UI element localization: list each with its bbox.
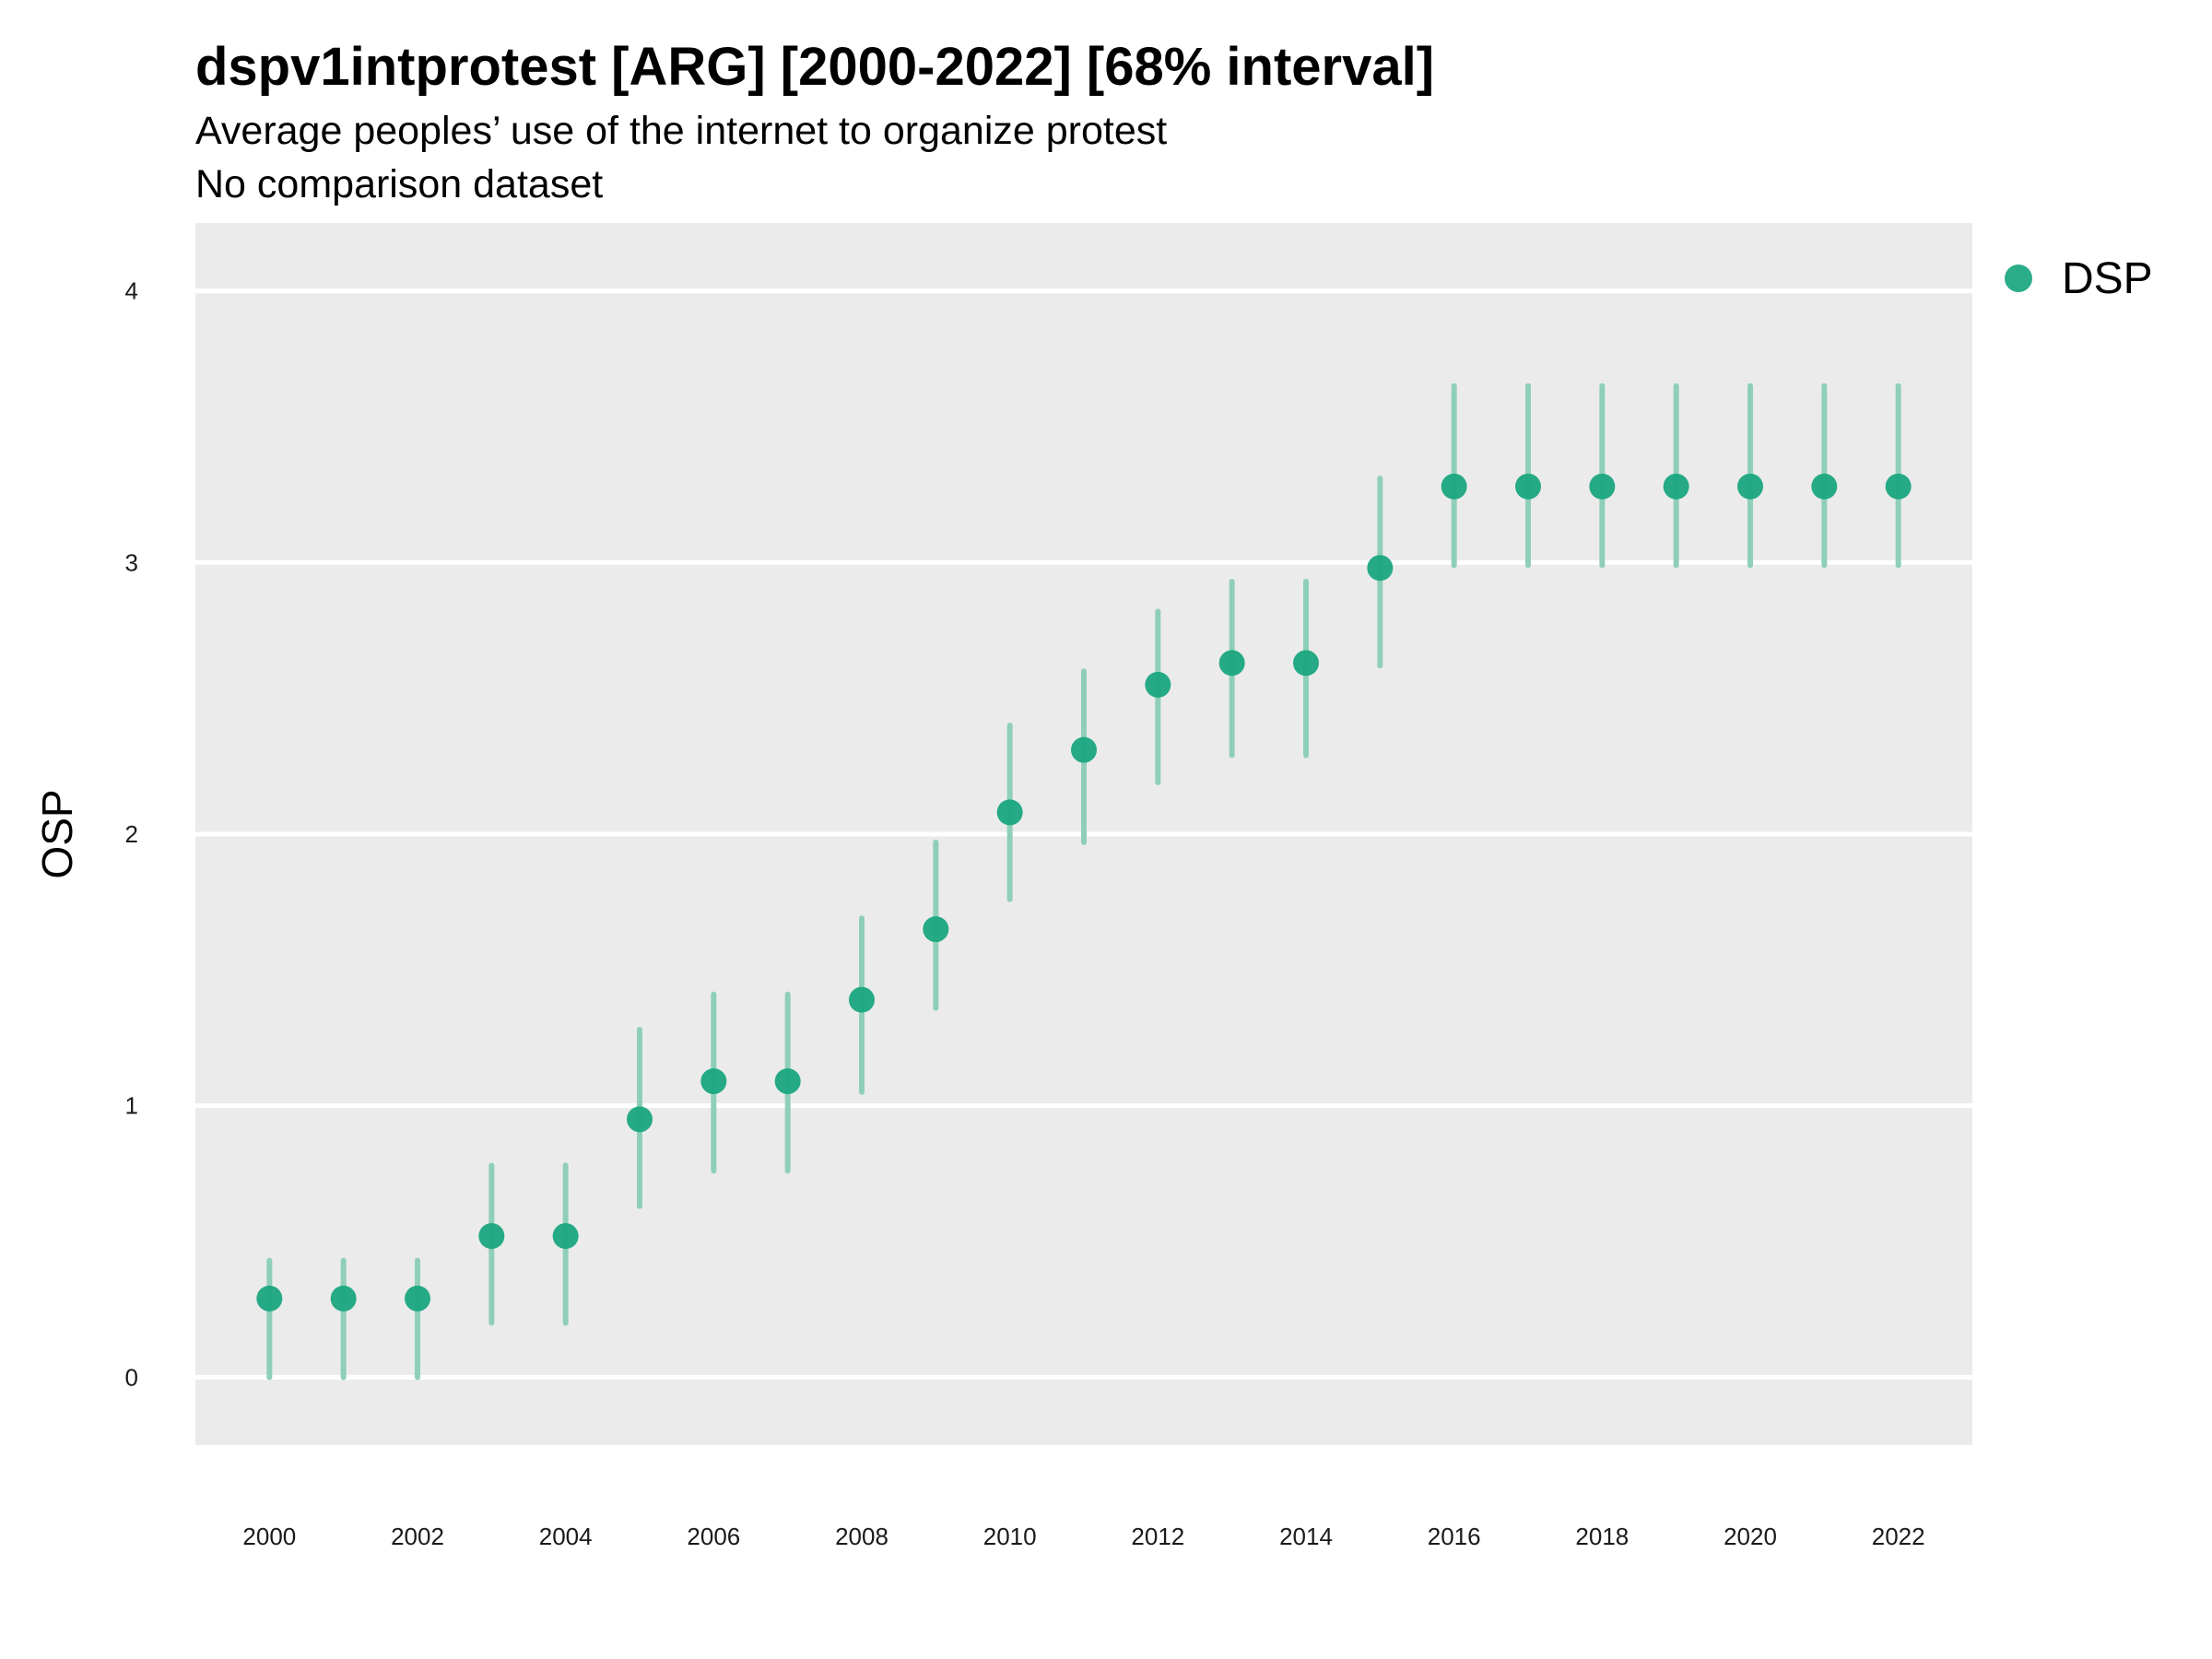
x-tick-label: 2004	[539, 1523, 593, 1550]
data-point-2019	[1663, 473, 1689, 500]
x-tick-label: 2020	[1724, 1523, 1777, 1550]
y-tick-label: 0	[125, 1363, 138, 1391]
data-points	[256, 473, 1912, 1312]
y-tick-label: 3	[125, 548, 138, 576]
y-tick-label: 2	[125, 820, 138, 848]
data-point-2014	[1293, 650, 1319, 677]
data-point-2018	[1589, 473, 1616, 500]
data-point-2017	[1515, 473, 1541, 500]
x-tick-label: 2016	[1428, 1523, 1481, 1550]
legend: DSP	[2005, 254, 2153, 303]
x-tick-label: 2014	[1279, 1523, 1333, 1550]
data-point-2008	[849, 986, 875, 1013]
chart-title: dspv1intprotest [ARG] [2000-2022] [68% i…	[195, 37, 1434, 97]
data-point-2007	[774, 1068, 801, 1095]
data-point-2000	[256, 1285, 283, 1312]
x-tick-label: 2006	[687, 1523, 740, 1550]
data-point-2022	[1885, 473, 1912, 500]
data-point-2009	[923, 916, 949, 943]
x-tick-label: 2010	[983, 1523, 1037, 1550]
data-point-2006	[700, 1068, 727, 1095]
data-point-2001	[330, 1285, 357, 1312]
data-point-2013	[1218, 650, 1245, 677]
legend-label-dsp: DSP	[2062, 254, 2153, 303]
chart-subtitle-secondary: No comparison dataset	[195, 162, 603, 206]
legend-key-dsp	[2005, 265, 2032, 292]
data-point-2003	[478, 1223, 505, 1250]
x-tick-label: 2022	[1872, 1523, 1925, 1550]
data-point-2004	[552, 1223, 579, 1250]
data-point-2020	[1737, 473, 1763, 500]
x-axis-ticks: 2000 2002 2004 2006 2008 2010 2012 2014 2016 2018…	[242, 1523, 1924, 1550]
data-point-2002	[405, 1285, 430, 1312]
x-tick-label: 2018	[1575, 1523, 1629, 1550]
y-axis-ticks: 0 1 2 3 4	[125, 277, 138, 1392]
data-point-2016	[1441, 473, 1467, 500]
y-tick-label: 4	[125, 277, 138, 305]
data-point-2005	[627, 1106, 653, 1133]
y-tick-label: 1	[125, 1092, 138, 1120]
data-point-2012	[1145, 671, 1171, 698]
data-point-2010	[996, 799, 1023, 826]
x-tick-label: 2008	[835, 1523, 888, 1550]
x-tick-label: 2002	[391, 1523, 444, 1550]
chart-subtitle: Average peoples’ use of the internet to …	[195, 109, 1167, 153]
x-tick-label: 2012	[1131, 1523, 1184, 1550]
data-point-2011	[1071, 736, 1097, 763]
x-tick-label: 2000	[242, 1523, 296, 1550]
data-point-2021	[1811, 473, 1838, 500]
data-point-2015	[1367, 555, 1394, 582]
y-axis-label: OSP	[33, 789, 81, 878]
